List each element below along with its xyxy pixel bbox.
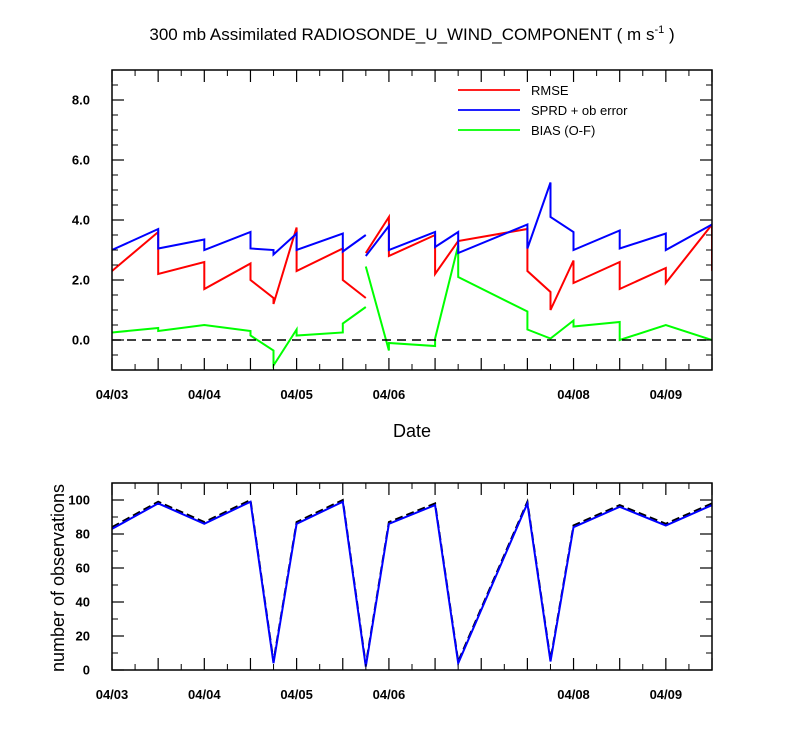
- series-line-sprd-ob-error-1: [365, 182, 712, 257]
- legend-label: SPRD + ob error: [531, 103, 628, 118]
- legend-label: RMSE: [531, 83, 569, 98]
- series-line-rmse-0: [112, 227, 367, 305]
- bottom-panel: 0 20 40 60 80 100 04/03 04/04 04/05 04/06 04/08 04/…: [48, 482, 713, 703]
- bottom-x-tick-label: 04/09: [650, 687, 683, 702]
- top-y-tick-label: 0.0: [72, 333, 90, 348]
- bottom-plot-frame: [111, 482, 713, 671]
- bottom-axis-labels: 0 20 40 60 80 100 04/03 04/04 04/05 04/06 04/08 04/…: [68, 493, 682, 703]
- top-x-tick-label: 04/05: [280, 387, 313, 402]
- legend-label: BIAS (O-F): [531, 123, 595, 138]
- x-axis-label: Date: [393, 421, 431, 441]
- bottom-x-tick-label: 04/03: [96, 687, 129, 702]
- bottom-y-tick-label: 60: [76, 561, 90, 576]
- chart-title-superscript: -1: [654, 24, 664, 36]
- top-y-tick-label: 6.0: [72, 153, 90, 168]
- bottom-axis-ticks: [111, 482, 713, 671]
- chart-title-main: 300 mb Assimilated RADIOSONDE_U_WIND_COM…: [149, 25, 654, 44]
- bottom-y-tick-label: 80: [76, 527, 90, 542]
- top-panel: 0.0 2.0 4.0 6.0 8.0 04/03 04/04 04/05 04/06 04/08…: [72, 69, 713, 441]
- chart-title-end: ): [664, 25, 674, 44]
- bottom-y-tick-label: 0: [83, 663, 90, 678]
- bottom-y-tick-label: 100: [68, 493, 90, 508]
- top-series-group: [112, 182, 712, 369]
- y-axis-label-observations: number of observations: [48, 484, 68, 672]
- series-line-sprd-ob-error-0: [112, 227, 367, 257]
- top-x-tick-label: 04/06: [373, 387, 406, 402]
- top-x-tick-label: 04/04: [188, 387, 221, 402]
- series-line-rmse-1: [364, 213, 712, 311]
- top-x-tick-label: 04/03: [96, 387, 129, 402]
- bottom-y-tick-label: 40: [76, 595, 90, 610]
- bottom-x-tick-label: 04/05: [280, 687, 313, 702]
- series-line-bias-o-f-1: [364, 245, 712, 351]
- bottom-x-tick-label: 04/06: [373, 687, 406, 702]
- chart-title: 300 mb Assimilated RADIOSONDE_U_WIND_COM…: [149, 24, 674, 44]
- top-x-tick-label: 04/09: [650, 387, 683, 402]
- series-line-bias-o-f-0: [112, 306, 367, 369]
- top-y-tick-label: 4.0: [72, 213, 90, 228]
- top-axis-labels: 0.0 2.0 4.0 6.0 8.0 04/03 04/04 04/05 04/06 04/08…: [72, 93, 682, 403]
- top-x-tick-label: 04/08: [557, 387, 590, 402]
- top-y-tick-label: 2.0: [72, 273, 90, 288]
- bottom-x-tick-label: 04/08: [557, 687, 590, 702]
- bottom-series-group: [112, 498, 712, 667]
- bottom-y-tick-label: 20: [76, 629, 90, 644]
- obs-count-line-solid: [112, 499, 712, 667]
- bottom-x-tick-label: 04/04: [188, 687, 221, 702]
- top-axis-ticks: [111, 69, 713, 371]
- legend: RMSE SPRD + ob error BIAS (O-F): [458, 83, 628, 138]
- top-y-tick-label: 8.0: [72, 93, 90, 108]
- obs-count-line-dashed: [112, 498, 712, 666]
